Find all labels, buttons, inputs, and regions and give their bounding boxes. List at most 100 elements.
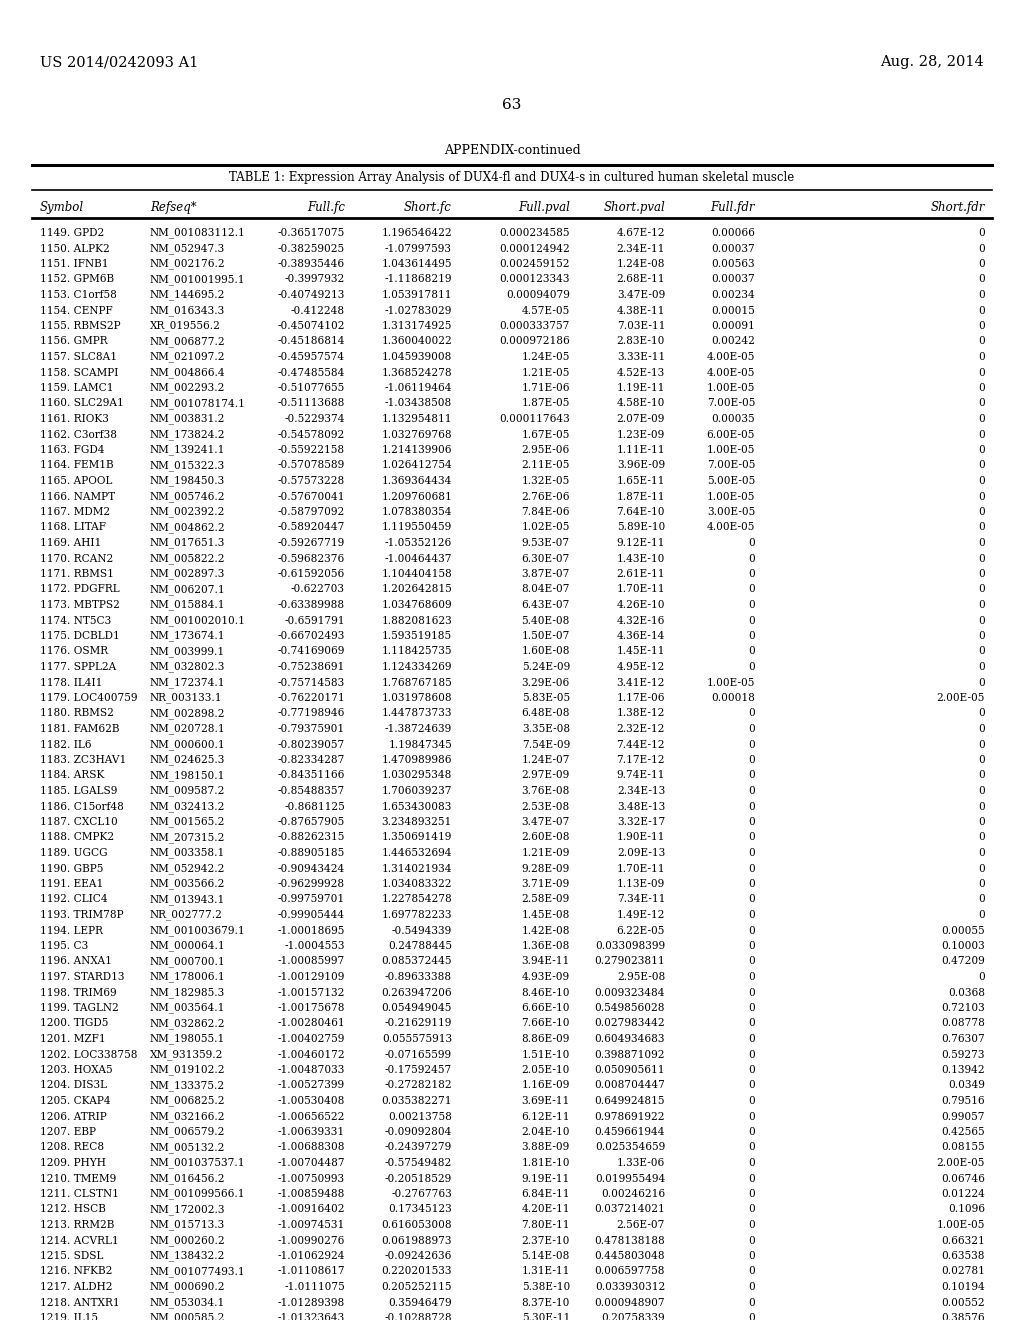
Text: NM_003358.1: NM_003358.1: [150, 847, 225, 858]
Text: 1.227854278: 1.227854278: [381, 895, 452, 904]
Text: 1149. GPD2: 1149. GPD2: [40, 228, 104, 238]
Text: NM_053034.1: NM_053034.1: [150, 1298, 225, 1308]
Text: 3.35E-08: 3.35E-08: [522, 723, 570, 734]
Text: 1.118425735: 1.118425735: [382, 647, 452, 656]
Text: -0.99905444: -0.99905444: [278, 909, 345, 920]
Text: 0: 0: [749, 909, 755, 920]
Text: 1160. SLC29A1: 1160. SLC29A1: [40, 399, 124, 408]
Text: 0: 0: [749, 801, 755, 812]
Text: 0: 0: [749, 601, 755, 610]
Text: 3.234893251: 3.234893251: [382, 817, 452, 828]
Text: 1210. TMEM9: 1210. TMEM9: [40, 1173, 117, 1184]
Text: US 2014/0242093 A1: US 2014/0242093 A1: [40, 55, 199, 69]
Text: 0: 0: [978, 461, 985, 470]
Text: 0: 0: [749, 739, 755, 750]
Text: 6.30E-07: 6.30E-07: [521, 553, 570, 564]
Text: -1.00402759: -1.00402759: [278, 1034, 345, 1044]
Text: 3.94E-11: 3.94E-11: [522, 957, 570, 966]
Text: 4.38E-11: 4.38E-11: [616, 305, 665, 315]
Text: -0.79375901: -0.79375901: [278, 723, 345, 734]
Text: 1170. RCAN2: 1170. RCAN2: [40, 553, 114, 564]
Text: -0.63389988: -0.63389988: [278, 601, 345, 610]
Text: 1.17E-06: 1.17E-06: [616, 693, 665, 704]
Text: 1.60E-08: 1.60E-08: [521, 647, 570, 656]
Text: 0: 0: [749, 1096, 755, 1106]
Text: -1.00639331: -1.00639331: [278, 1127, 345, 1137]
Text: 1.23E-09: 1.23E-09: [616, 429, 665, 440]
Text: 0.025354659: 0.025354659: [595, 1143, 665, 1152]
Text: NM_032413.2: NM_032413.2: [150, 801, 225, 812]
Text: NM_178006.1: NM_178006.1: [150, 972, 225, 982]
Text: 1196. ANXA1: 1196. ANXA1: [40, 957, 112, 966]
Text: 1.202642815: 1.202642815: [381, 585, 452, 594]
Text: 0: 0: [978, 367, 985, 378]
Text: -1.00688308: -1.00688308: [278, 1143, 345, 1152]
Text: -1.02783029: -1.02783029: [385, 305, 452, 315]
Text: 0: 0: [749, 709, 755, 718]
Text: NM_001002010.1: NM_001002010.1: [150, 615, 246, 626]
Text: 1209. PHYH: 1209. PHYH: [40, 1158, 105, 1168]
Text: NM_002293.2: NM_002293.2: [150, 383, 225, 393]
Text: 1187. CXCL10: 1187. CXCL10: [40, 817, 118, 828]
Text: -0.74169069: -0.74169069: [278, 647, 345, 656]
Text: NM_207315.2: NM_207315.2: [150, 832, 225, 843]
Text: 0.99057: 0.99057: [941, 1111, 985, 1122]
Text: -0.76220171: -0.76220171: [278, 693, 345, 704]
Text: 1184. ARSK: 1184. ARSK: [40, 771, 104, 780]
Text: 0.061988973: 0.061988973: [382, 1236, 452, 1246]
Text: 0: 0: [978, 383, 985, 393]
Text: 0: 0: [749, 1143, 755, 1152]
Text: NM_017651.3: NM_017651.3: [150, 537, 225, 548]
Text: 5.83E-05: 5.83E-05: [522, 693, 570, 704]
Text: 0: 0: [749, 1158, 755, 1168]
Text: -0.90943424: -0.90943424: [278, 863, 345, 874]
Text: NM_016456.2: NM_016456.2: [150, 1173, 225, 1184]
Text: -1.00280461: -1.00280461: [278, 1019, 345, 1028]
Text: Short.fdr: Short.fdr: [931, 201, 985, 214]
Text: 4.57E-05: 4.57E-05: [522, 305, 570, 315]
Text: 7.17E-12: 7.17E-12: [616, 755, 665, 766]
Text: 1182. IL6: 1182. IL6: [40, 739, 91, 750]
Text: 1188. CMPK2: 1188. CMPK2: [40, 833, 114, 842]
Text: 1163. FGD4: 1163. FGD4: [40, 445, 104, 455]
Text: 0: 0: [749, 863, 755, 874]
Text: 6.48E-08: 6.48E-08: [521, 709, 570, 718]
Text: -1.00859488: -1.00859488: [278, 1189, 345, 1199]
Text: Full.fc: Full.fc: [307, 201, 345, 214]
Text: 0.10194: 0.10194: [941, 1282, 985, 1292]
Text: Full.pval: Full.pval: [518, 201, 570, 214]
Text: 0: 0: [978, 290, 985, 300]
Text: 0.205252115: 0.205252115: [382, 1282, 452, 1292]
Text: 0: 0: [978, 445, 985, 455]
Text: 4.26E-10: 4.26E-10: [616, 601, 665, 610]
Text: -0.87657905: -0.87657905: [278, 817, 345, 828]
Text: -0.20518529: -0.20518529: [385, 1173, 452, 1184]
Text: 1199. TAGLN2: 1199. TAGLN2: [40, 1003, 119, 1012]
Text: NM_000585.2: NM_000585.2: [150, 1312, 225, 1320]
Text: 3.48E-13: 3.48E-13: [616, 801, 665, 812]
Text: 1.90E-11: 1.90E-11: [616, 833, 665, 842]
Text: 0.0349: 0.0349: [948, 1081, 985, 1090]
Text: 0: 0: [749, 817, 755, 828]
Text: 0: 0: [749, 1034, 755, 1044]
Text: 0.08778: 0.08778: [941, 1019, 985, 1028]
Text: NM_173674.1: NM_173674.1: [150, 631, 225, 642]
Text: 1218. ANTXR1: 1218. ANTXR1: [40, 1298, 120, 1308]
Text: -0.51113688: -0.51113688: [278, 399, 345, 408]
Text: 0: 0: [749, 785, 755, 796]
Text: 1155. RBMS2P: 1155. RBMS2P: [40, 321, 121, 331]
Text: 0: 0: [978, 755, 985, 766]
Text: 1.026412754: 1.026412754: [381, 461, 452, 470]
Text: 0.616053008: 0.616053008: [381, 1220, 452, 1230]
Text: 1153. C1orf58: 1153. C1orf58: [40, 290, 117, 300]
Text: 1205. CKAP4: 1205. CKAP4: [40, 1096, 111, 1106]
Text: 4.20E-11: 4.20E-11: [521, 1204, 570, 1214]
Text: 1.314021934: 1.314021934: [382, 863, 452, 874]
Text: 1.470989986: 1.470989986: [382, 755, 452, 766]
Text: -0.3997932: -0.3997932: [285, 275, 345, 285]
Text: -1.06119464: -1.06119464: [384, 383, 452, 393]
Text: NM_138432.2: NM_138432.2: [150, 1250, 225, 1262]
Text: 0.72103: 0.72103: [941, 1003, 985, 1012]
Text: 0.42565: 0.42565: [941, 1127, 985, 1137]
Text: -1.01108617: -1.01108617: [278, 1266, 345, 1276]
